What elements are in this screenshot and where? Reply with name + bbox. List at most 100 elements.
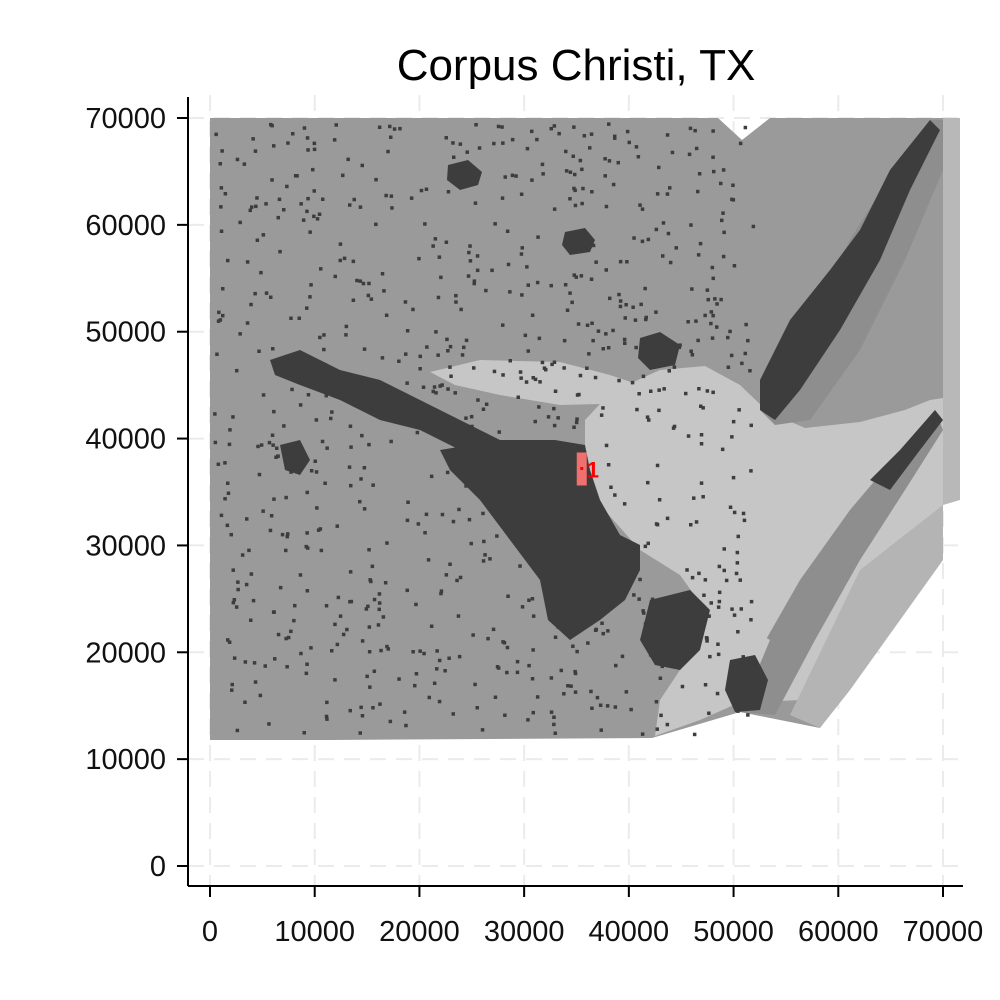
urban-pixel [720, 447, 725, 452]
urban-pixel [433, 237, 438, 241]
urban-pixel [582, 134, 587, 138]
urban-pixel [633, 318, 638, 322]
urban-pixel [654, 310, 658, 314]
urban-pixel [389, 194, 394, 198]
urban-pixel [535, 695, 540, 699]
urban-pixel [374, 222, 378, 227]
urban-pixel [228, 428, 232, 432]
urban-pixel [448, 344, 453, 349]
urban-pixel [449, 374, 453, 378]
urban-pixel [665, 722, 670, 727]
urban-pixel [618, 299, 623, 303]
urban-pixel [689, 349, 693, 353]
urban-pixel [667, 369, 671, 373]
urban-pixel [436, 353, 440, 357]
urban-pixel [405, 381, 409, 385]
urban-pixel [400, 395, 404, 399]
urban-pixel [580, 201, 584, 206]
urban-pixel [577, 628, 581, 633]
urban-pixel [690, 287, 694, 291]
urban-pixel [502, 517, 507, 521]
urban-pixel [434, 391, 438, 395]
urban-pixel [299, 651, 303, 656]
urban-pixel [739, 607, 743, 611]
urban-pixel [503, 489, 507, 493]
urban-pixel [314, 470, 319, 474]
x-tick-label: 40000 [589, 916, 670, 948]
urban-pixel [253, 680, 258, 684]
urban-pixel [686, 434, 691, 438]
urban-pixel [618, 304, 623, 309]
urban-pixel [462, 169, 466, 173]
urban-pixel [578, 158, 583, 163]
urban-pixel [715, 302, 719, 306]
urban-pixel [444, 136, 448, 140]
urban-pixel [351, 259, 356, 264]
urban-pixel [587, 540, 591, 544]
urban-pixel [692, 496, 696, 500]
urban-pixel [245, 517, 249, 521]
urban-pixel [347, 465, 352, 469]
urban-pixel [646, 237, 651, 242]
urban-pixel [470, 424, 474, 429]
urban-pixel [564, 169, 569, 173]
urban-pixel [423, 531, 427, 535]
urban-pixel [573, 448, 578, 452]
urban-pixel [543, 550, 547, 554]
urban-pixel [324, 714, 329, 719]
urban-pixel [711, 155, 715, 159]
urban-pixel [319, 267, 323, 271]
chart-title: Corpus Christi, TX [397, 41, 756, 90]
urban-pixel [642, 611, 646, 615]
urban-pixel [699, 481, 704, 485]
urban-pixel [606, 346, 611, 350]
urban-pixel [492, 369, 497, 374]
urban-pixel [377, 592, 382, 596]
urban-pixel [451, 451, 456, 455]
urban-pixel [264, 291, 269, 295]
urban-pixel [367, 442, 371, 447]
urban-pixel [708, 654, 712, 659]
urban-pixel [705, 639, 709, 643]
x-tick-label: 50000 [693, 916, 774, 948]
urban-pixel [696, 189, 700, 194]
urban-pixel [422, 651, 426, 656]
urban-pixel [715, 325, 719, 329]
urban-pixel [385, 644, 389, 649]
urban-pixel [382, 410, 387, 414]
urban-pixel [286, 635, 291, 640]
urban-pixel [269, 122, 273, 127]
urban-pixel [388, 124, 392, 129]
urban-pixel [484, 288, 488, 293]
urban-pixel [259, 270, 263, 275]
urban-pixel [508, 290, 512, 294]
urban-pixel [570, 300, 574, 305]
urban-pixel [440, 512, 445, 517]
urban-pixel [695, 621, 700, 626]
urban-pixel [402, 710, 407, 714]
urban-pixel [289, 454, 293, 458]
urban-pixel [348, 424, 353, 428]
urban-pixel [721, 254, 726, 259]
urban-pixel [730, 197, 734, 202]
urban-pixel [736, 709, 740, 713]
urban-pixel [302, 731, 306, 735]
urban-pixel [705, 288, 710, 292]
urban-pixel [226, 638, 230, 642]
urban-pixel [525, 146, 530, 151]
urban-pixel [286, 141, 290, 145]
urban-pixel [426, 558, 431, 562]
urban-pixel [557, 503, 561, 508]
urban-pixel [348, 203, 352, 207]
urban-pixel [552, 207, 557, 211]
urban-pixel [666, 231, 671, 236]
urban-pixel [230, 688, 234, 692]
urban-pixel [404, 723, 408, 728]
urban-pixel [263, 664, 267, 668]
urban-pixel [640, 732, 645, 736]
urban-pixel [643, 622, 648, 626]
urban-pixel [464, 338, 469, 343]
urban-pixel [227, 442, 232, 447]
urban-pixel [519, 376, 523, 380]
urban-pixel [424, 512, 429, 517]
